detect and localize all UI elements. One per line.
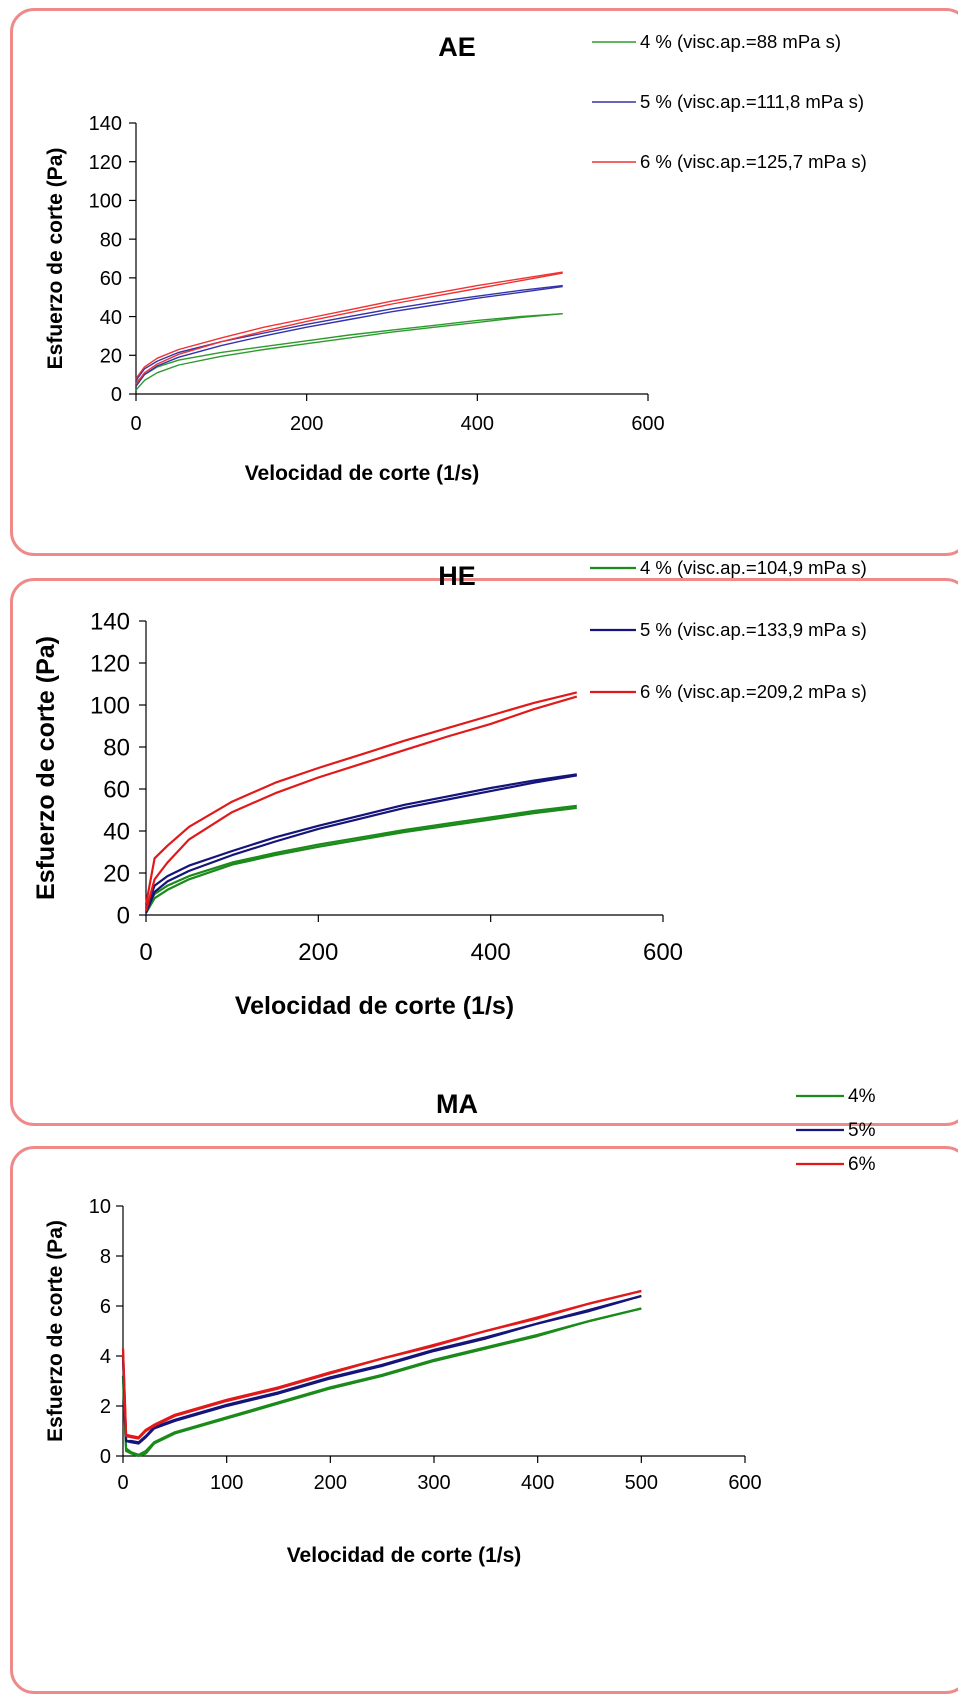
legend-label: 4 % (visc.ap.=104,9 mPa s)	[640, 557, 867, 578]
chart-panel-he	[10, 578, 958, 1126]
chart-panel-ae	[10, 8, 958, 556]
chart-panel-ma	[10, 1146, 958, 1694]
